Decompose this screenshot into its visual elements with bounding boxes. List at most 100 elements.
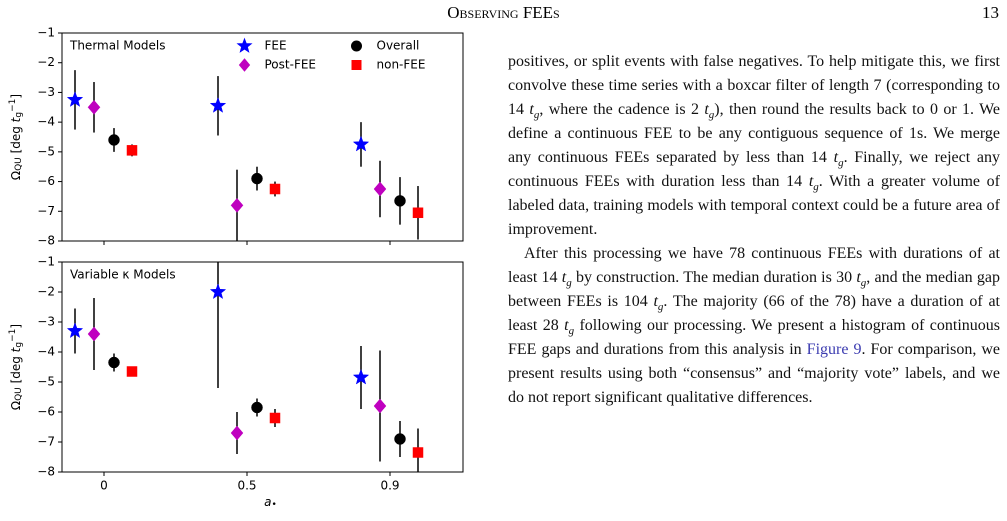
y-tick-label: −1 xyxy=(37,26,55,40)
y-tick-label: −6 xyxy=(37,405,55,419)
y-tick-label: −6 xyxy=(37,174,55,188)
y-tick-label: −2 xyxy=(37,55,55,69)
square-marker xyxy=(412,447,424,458)
text-run: t xyxy=(833,149,839,166)
text-run: positives, or split events with false ne… xyxy=(508,53,1000,118)
text-run: g xyxy=(657,301,664,314)
y-tick-label: −4 xyxy=(37,115,55,129)
page-number: 13 xyxy=(982,3,999,22)
figure-link[interactable]: Figure 9 xyxy=(806,341,862,358)
star-marker xyxy=(209,283,227,300)
text-run: [deg xyxy=(9,122,23,157)
text-run: ), then round the results back to 0 or 1… xyxy=(508,101,1001,166)
text-run: [deg xyxy=(9,352,23,387)
text-run: t xyxy=(9,346,23,352)
text-run: g xyxy=(533,109,540,122)
x-tick-label: 0.9 xyxy=(380,479,399,493)
legend-marker xyxy=(351,60,362,70)
text-run: g xyxy=(838,157,844,170)
y-tick-label: −8 xyxy=(37,465,55,479)
legend-marker xyxy=(236,37,253,53)
y-tick-label: −8 xyxy=(37,234,55,248)
star-marker xyxy=(66,91,84,107)
text-run: ] xyxy=(9,324,23,329)
text-run: • xyxy=(272,500,277,510)
text-run: by construction. The median duration is … xyxy=(571,269,857,286)
text-run: g xyxy=(708,109,715,122)
body-text: positives, or split events with false ne… xyxy=(508,50,1000,410)
x-axis-label: a• xyxy=(264,495,277,510)
circle-marker xyxy=(251,172,263,185)
y-tick-label: −5 xyxy=(37,375,55,389)
text-run: −1 xyxy=(8,329,18,342)
text-run: g xyxy=(860,277,867,290)
y-tick-label: −3 xyxy=(37,85,55,99)
text-run: Ω xyxy=(9,401,23,410)
text-run: QU xyxy=(14,387,24,401)
star-marker xyxy=(66,322,84,339)
legend-label: Overall xyxy=(377,39,420,53)
plot-frame xyxy=(61,32,464,242)
running-title: Observing FEEs xyxy=(447,3,560,22)
text-run: t xyxy=(529,101,534,118)
text-run: Ω xyxy=(9,171,23,180)
diamond-marker xyxy=(87,99,101,115)
diamond-marker xyxy=(373,398,387,414)
x-tick-label: 0 xyxy=(100,479,108,493)
circle-marker xyxy=(394,433,406,445)
legend-marker xyxy=(238,58,251,72)
y-tick-label: −4 xyxy=(37,345,55,359)
paragraph: positives, or split events with false ne… xyxy=(508,50,1000,242)
text-run: t xyxy=(653,293,658,310)
legend-marker xyxy=(351,40,362,52)
star-marker xyxy=(352,135,370,152)
x-tick-label: 0.5 xyxy=(237,479,256,493)
text-run: t xyxy=(808,173,814,190)
text-run: t xyxy=(856,269,861,286)
plot-frame xyxy=(61,261,464,473)
text-run: . The majority (66 of the 78) have a dur… xyxy=(508,293,1000,334)
y-axis-label: ΩQU [deg tg−1] xyxy=(8,324,24,410)
legend-label: non-FEE xyxy=(377,58,426,72)
y-tick-label: −7 xyxy=(37,204,55,218)
text-run: t xyxy=(9,116,23,122)
y-tick-label: −7 xyxy=(37,435,55,449)
square-marker xyxy=(126,366,138,377)
diamond-marker xyxy=(230,197,244,213)
legend-label: Post-FEE xyxy=(265,58,317,72)
plot-area xyxy=(66,70,424,241)
circle-marker xyxy=(251,401,263,414)
page-header: Observing FEEs 13 xyxy=(0,0,1007,28)
text-run: . Finally, we reject any continuous FEEs… xyxy=(508,149,1000,190)
text-run: g xyxy=(813,181,819,194)
diamond-marker xyxy=(87,326,101,342)
y-tick-label: −1 xyxy=(37,255,55,269)
diamond-marker xyxy=(373,181,387,197)
text-run: a xyxy=(264,495,271,509)
square-marker xyxy=(412,207,424,219)
text-run: g xyxy=(14,112,24,118)
y-axis-label: ΩQU [deg tg−1] xyxy=(8,94,24,180)
text-run: . With a greater volume of labeled data,… xyxy=(508,173,1001,238)
text-run: QU xyxy=(14,157,24,171)
star-marker xyxy=(352,368,370,385)
diamond-marker xyxy=(230,425,244,441)
square-marker xyxy=(126,145,138,156)
star-marker xyxy=(209,97,227,113)
text-run: g xyxy=(568,325,575,338)
text-run: , where the cadence is 2 xyxy=(539,101,705,118)
y-tick-label: −3 xyxy=(37,315,55,329)
y-tick-label: −5 xyxy=(37,144,55,158)
text-run: ] xyxy=(9,94,23,99)
text-run: g xyxy=(566,277,572,290)
text-run: t xyxy=(561,269,567,286)
text-run: t xyxy=(564,317,569,334)
paragraph: After this processing we have 78 continu… xyxy=(508,242,1000,410)
text-run: t xyxy=(704,101,709,118)
circle-marker xyxy=(108,356,120,369)
text-run: −1 xyxy=(8,99,18,112)
y-tick-label: −2 xyxy=(37,285,55,299)
circle-marker xyxy=(108,134,120,146)
